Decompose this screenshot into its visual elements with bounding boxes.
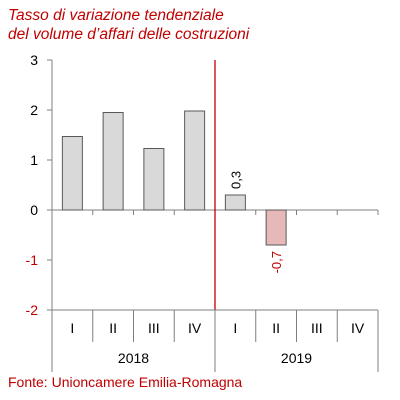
- year-group-label: 2019: [281, 350, 312, 366]
- bar: [102, 112, 124, 211]
- year-group-label: 2018: [118, 350, 149, 366]
- chart-title: Tasso di variazione tendenziale del volu…: [8, 6, 249, 44]
- data-label: 0,3: [228, 171, 243, 189]
- y-tick-label: -2: [26, 302, 39, 318]
- data-label: -0,7: [269, 251, 284, 273]
- x-tick-label: III: [148, 320, 160, 336]
- x-tick-label: IV: [188, 320, 202, 336]
- bar: [143, 148, 165, 211]
- y-tick-label: 0: [30, 202, 38, 218]
- x-tick-label: III: [311, 320, 323, 336]
- bar: [184, 110, 206, 211]
- y-tick-label: 1: [30, 152, 38, 168]
- x-tick-label: IV: [351, 320, 365, 336]
- chart-title-line-1: Tasso di variazione tendenziale: [8, 7, 224, 24]
- source-note: Fonte: Unioncamere Emilia-Romagna: [8, 374, 243, 390]
- y-tick-label: 3: [30, 52, 38, 68]
- x-tick-label: I: [70, 320, 74, 336]
- chart-title-line-2: del volume d’affari delle costruzioni: [8, 26, 250, 43]
- x-tick-label: I: [233, 320, 237, 336]
- bar: [224, 194, 246, 211]
- x-tick-label: II: [109, 320, 117, 336]
- y-tick-label: 2: [30, 102, 38, 118]
- bar: [265, 209, 287, 246]
- y-tick-label: -1: [26, 252, 39, 268]
- bar: [61, 136, 83, 211]
- x-tick-label: II: [272, 320, 280, 336]
